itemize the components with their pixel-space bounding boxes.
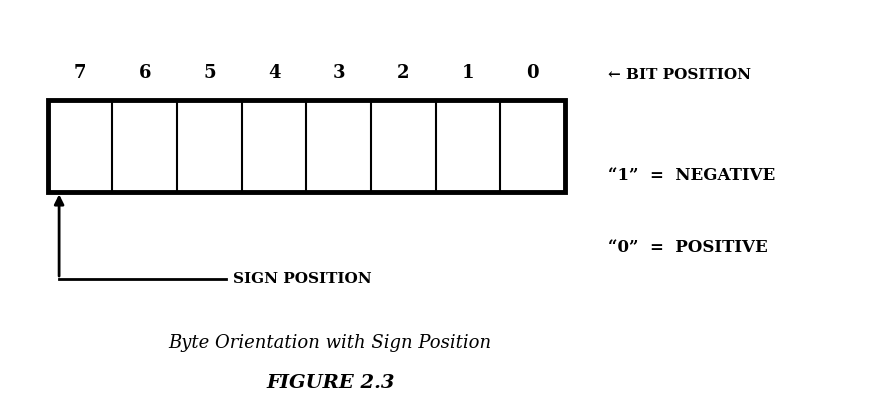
Text: Byte Orientation with Sign Position: Byte Orientation with Sign Position: [169, 334, 492, 352]
Text: 4: 4: [268, 64, 281, 82]
Text: ← BIT POSITION: ← BIT POSITION: [608, 68, 752, 82]
Text: 2: 2: [397, 64, 409, 82]
Text: 5: 5: [203, 64, 216, 82]
Text: 7: 7: [74, 64, 86, 82]
Text: “1”  =  NEGATIVE: “1” = NEGATIVE: [608, 167, 775, 184]
Text: “0”  =  POSITIVE: “0” = POSITIVE: [608, 239, 768, 256]
Text: 6: 6: [138, 64, 151, 82]
Bar: [48, 100, 565, 192]
Text: FIGURE 2.3: FIGURE 2.3: [266, 374, 395, 392]
Text: 1: 1: [461, 64, 474, 82]
Text: 0: 0: [527, 64, 539, 82]
Text: SIGN POSITION: SIGN POSITION: [233, 272, 372, 286]
Text: 3: 3: [332, 64, 345, 82]
